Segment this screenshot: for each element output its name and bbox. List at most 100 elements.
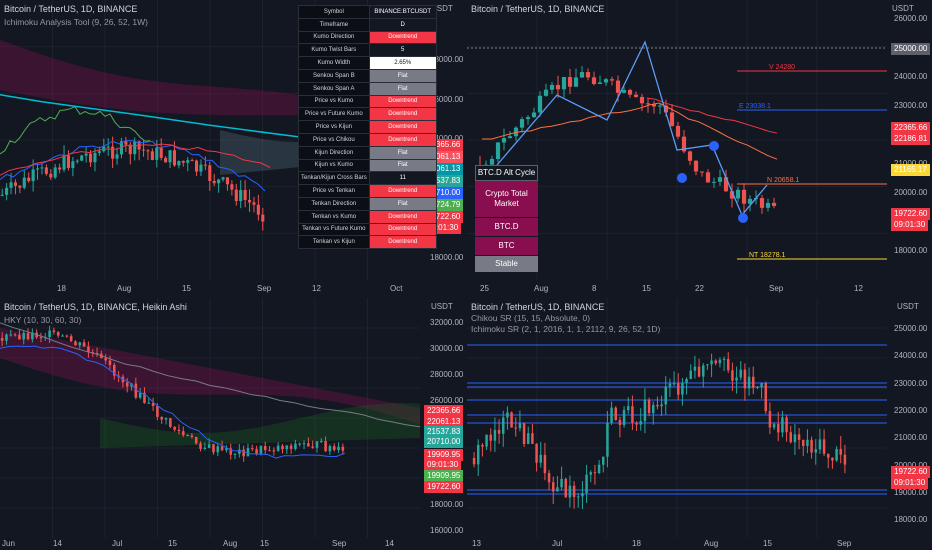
candle (115, 147, 119, 165)
candle (495, 142, 501, 163)
table-row: Symbol BINANCE:BTCUSDT (298, 5, 437, 19)
x-tick-label: 18 (57, 284, 66, 293)
price-tag: 21165.17 (891, 164, 930, 176)
candle (609, 76, 615, 86)
indicator-label[interactable]: Ichimoku Analysis Tool (9, 26, 52, 1W) (4, 17, 148, 27)
candle (772, 422, 776, 430)
chart-top-right[interactable] (467, 0, 932, 295)
cycle-crypto-total: Crypto Total Market (475, 181, 538, 217)
x-tick-label: 15 (182, 284, 191, 293)
table-row: Tenkan/Kijun Cross Bars 11 (298, 171, 437, 186)
candle (272, 447, 276, 456)
candle (489, 428, 492, 452)
candle (802, 439, 805, 457)
candle (597, 459, 601, 475)
candle (535, 443, 538, 472)
candle (194, 159, 199, 176)
candle (710, 353, 713, 378)
candle (230, 180, 234, 196)
candle (315, 441, 319, 453)
candle (556, 476, 559, 492)
candle (203, 442, 207, 451)
candle (843, 444, 847, 474)
price-tag: 25000.00 (891, 43, 931, 55)
ichimoku-analysis-table: Symbol BINANCE:BTCUSDT Timeframe D Kumo Dire… (298, 5, 437, 250)
candle (56, 331, 60, 338)
candle (285, 444, 289, 454)
candle (513, 126, 519, 141)
table-row: Price vs Future Kumo Downtrend (298, 107, 437, 122)
candle (693, 355, 697, 379)
table-row: Kumo Width 2.65% (298, 56, 437, 70)
y-tick-label: 20000.00 (894, 460, 928, 470)
candle (507, 131, 513, 139)
candle (147, 397, 151, 404)
table-value: Downtrend (368, 184, 437, 198)
table-label: Symbol (298, 5, 370, 19)
candle (731, 362, 734, 391)
ma-orange (482, 102, 778, 160)
candle (785, 414, 788, 442)
candle (547, 469, 551, 491)
candle (765, 198, 771, 212)
candle (5, 333, 8, 345)
chart-bottom-right[interactable] (467, 298, 932, 550)
x-tick-label: 12 (312, 284, 321, 293)
candle (302, 440, 306, 450)
candle (341, 443, 345, 455)
candle (106, 138, 110, 156)
candle (759, 194, 765, 214)
candle (618, 416, 622, 438)
candle (747, 195, 753, 212)
candle (549, 82, 555, 94)
candle (82, 339, 86, 347)
chart-title: Bitcoin / TetherUS, 1D, BINANCE (471, 302, 605, 312)
candle (677, 373, 680, 400)
table-row: Kijun Direction Flat (298, 145, 437, 160)
candle (639, 93, 645, 112)
candle (252, 196, 256, 213)
candle (250, 444, 254, 452)
candle (711, 177, 717, 188)
candle (22, 331, 26, 345)
candle (627, 88, 633, 98)
candle (622, 406, 626, 428)
candle (160, 416, 164, 424)
candle (789, 425, 792, 444)
candle (177, 160, 181, 169)
x-tick-label: Aug (534, 284, 549, 293)
candle (199, 441, 202, 452)
indicator-label-chikou[interactable]: Chikou SR (15, 15, Absolute, 0) (471, 313, 591, 323)
table-label: Price vs Tenkan (298, 184, 370, 198)
x-tick-label: 25 (480, 284, 489, 293)
pane-bottom-left[interactable]: Bitcoin / TetherUS, 1D, BINANCE, Heikin … (0, 298, 465, 550)
pane-bottom-right[interactable]: Bitcoin / TetherUS, 1D, BINANCE Chikou S… (467, 298, 932, 550)
candle (577, 492, 580, 508)
grid (467, 0, 887, 280)
candle (543, 83, 549, 97)
candle (80, 154, 84, 162)
table-row: Senkou Span A Flat (298, 81, 437, 96)
indicator-label[interactable]: HKY (10, 30, 60, 30) (4, 315, 82, 325)
candle (13, 332, 17, 337)
level-label: N 20658.1 (767, 177, 800, 184)
chart-bottom-left[interactable] (0, 298, 465, 550)
table-value: Downtrend (368, 222, 437, 237)
candle (768, 402, 772, 435)
indicator-label-ichimoku[interactable]: Ichimoku SR (2, 1, 2016, 1, 1, 2112, 9, … (471, 324, 661, 334)
candle (65, 334, 69, 338)
price-tag: 19909.95 (424, 470, 464, 482)
candle (693, 160, 699, 176)
candle (95, 347, 99, 357)
candle (66, 150, 71, 171)
table-label: Tenkan/Kijun Cross Bars (298, 171, 370, 186)
table-row: Kumo Direction Downtrend (298, 30, 437, 45)
candle (216, 442, 220, 457)
candle (150, 148, 154, 161)
candle (263, 441, 267, 455)
candle (555, 75, 561, 98)
pane-top-right[interactable]: Bitcoin / TetherUS, 1D, BINANCE USDT 260… (467, 0, 932, 295)
candle (31, 328, 34, 343)
candle (62, 145, 66, 173)
candle (539, 441, 542, 468)
